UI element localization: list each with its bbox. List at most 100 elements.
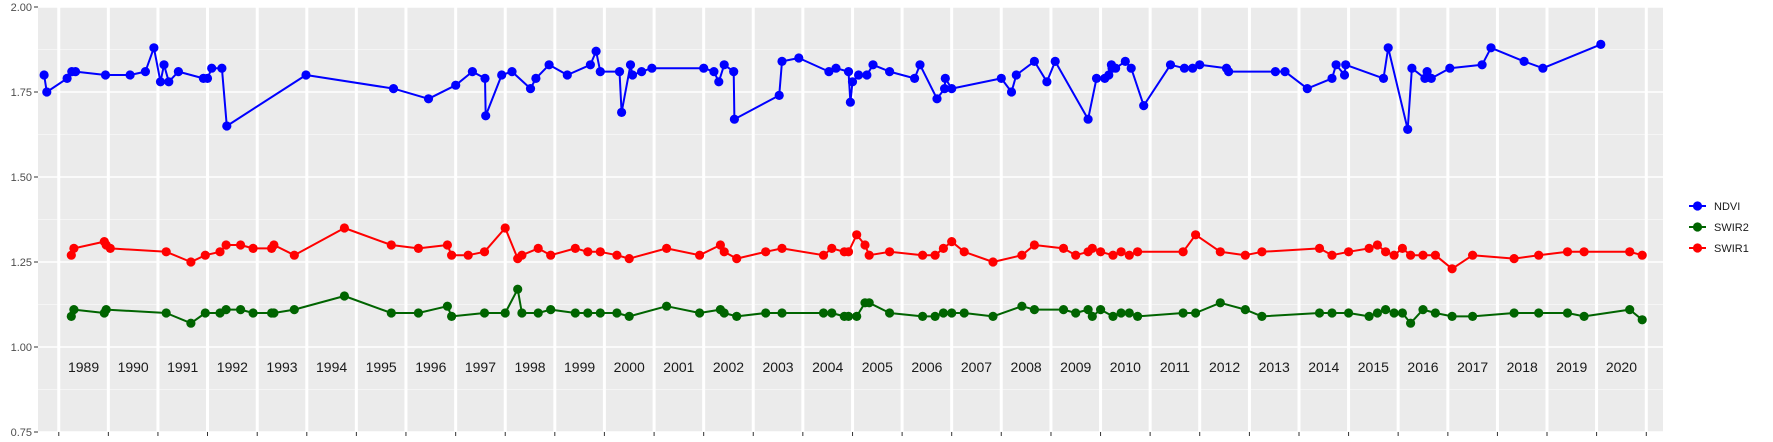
data-point-ndvi	[149, 43, 159, 53]
data-point-swir2	[695, 308, 705, 318]
data-point-ndvi	[531, 73, 541, 83]
year-label: 2010	[1110, 359, 1141, 375]
data-point-swir1	[695, 250, 705, 260]
data-point-swir1	[1087, 243, 1097, 253]
data-point-ndvi	[1302, 84, 1312, 94]
data-point-swir1	[852, 230, 862, 240]
data-point-ndvi	[222, 121, 232, 131]
data-point-swir2	[1314, 308, 1325, 318]
year-label: 2002	[713, 359, 744, 375]
data-point-swir2	[269, 308, 279, 318]
data-point-swir1	[1637, 250, 1647, 260]
data-point-swir2	[1344, 308, 1354, 318]
data-point-swir1	[533, 243, 543, 253]
year-label: 1992	[217, 359, 248, 375]
data-point-swir2	[1133, 311, 1143, 321]
data-point-swir2	[1071, 308, 1081, 318]
data-point-ndvi	[627, 70, 638, 80]
data-point-swir1	[732, 254, 742, 264]
data-point-swir2	[289, 305, 299, 315]
data-point-ndvi	[1050, 56, 1060, 66]
data-point-swir2	[186, 318, 196, 328]
data-point-ndvi	[1327, 73, 1337, 83]
data-point-ndvi	[1011, 70, 1021, 80]
data-point-swir1	[1257, 247, 1267, 257]
data-point-swir2	[1468, 311, 1478, 321]
year-label: 2000	[614, 359, 645, 375]
year-label: 2011	[1160, 359, 1190, 375]
data-point-ndvi	[617, 107, 627, 117]
data-point-ndvi	[595, 67, 605, 77]
data-point-swir2	[719, 308, 729, 318]
data-point-ndvi	[915, 60, 925, 70]
data-point-ndvi	[1029, 56, 1039, 66]
data-point-swir1	[1240, 250, 1250, 260]
data-point-swir1	[761, 247, 771, 257]
data-point-swir2	[442, 301, 452, 311]
data-point-ndvi	[854, 70, 864, 80]
data-point-swir2	[1389, 308, 1399, 318]
data-point-swir1	[777, 243, 787, 253]
data-point-ndvi	[125, 70, 135, 80]
data-point-swir1	[947, 237, 957, 247]
data-point-swir2	[1418, 305, 1428, 315]
data-point-swir2	[1116, 308, 1126, 318]
data-point-swir2	[248, 308, 258, 318]
data-point-swir2	[1087, 311, 1097, 321]
data-point-ndvi	[1422, 67, 1432, 77]
data-point-ndvi	[729, 114, 740, 124]
data-point-ndvi	[70, 67, 81, 77]
data-point-swir2	[1327, 308, 1337, 318]
y-tick-label: 1.00	[11, 342, 32, 354]
data-point-swir1	[1579, 247, 1589, 257]
data-point-swir2	[864, 298, 874, 308]
data-point-ndvi	[1280, 67, 1290, 77]
legend-item-ndvi: NDVI	[1689, 201, 1740, 213]
data-point-ndvi	[562, 70, 572, 80]
data-point-swir2	[1017, 301, 1027, 311]
data-point-ndvi	[777, 56, 787, 66]
data-point-swir1	[988, 257, 998, 267]
data-point-swir2	[101, 305, 111, 315]
y-axis: 0.75 1.00 1.25 1.50 1.75 2.00	[11, 2, 1647, 439]
data-point-swir1	[1215, 247, 1225, 257]
data-point-swir2	[1191, 308, 1201, 318]
year-label: 2009	[1060, 359, 1091, 375]
data-point-ndvi	[1378, 73, 1389, 83]
data-point-swir1	[215, 247, 225, 257]
year-label: 2016	[1407, 359, 1438, 375]
year-label: 1999	[564, 359, 595, 375]
data-point-swir1	[386, 240, 396, 250]
year-label: 1997	[465, 359, 496, 375]
data-point-ndvi	[301, 70, 311, 80]
data-point-ndvi	[1445, 63, 1455, 73]
data-point-swir2	[236, 305, 246, 315]
data-point-ndvi	[699, 63, 709, 73]
legend-label-swir2: SWIR2	[1714, 222, 1749, 234]
year-label: 2007	[961, 359, 992, 375]
data-point-swir2	[1058, 305, 1069, 315]
data-point-ndvi	[1091, 73, 1102, 83]
data-point-ndvi	[1477, 60, 1487, 70]
data-point-swir2	[1108, 311, 1118, 321]
year-label: 2006	[911, 359, 942, 375]
data-point-swir1	[1133, 247, 1143, 257]
data-point-ndvi	[947, 84, 957, 94]
year-label: 1989	[68, 359, 99, 375]
data-point-ndvi	[843, 67, 854, 77]
data-point-ndvi	[1224, 67, 1234, 77]
data-point-swir2	[1430, 308, 1440, 318]
data-point-swir2	[918, 311, 928, 321]
data-point-ndvi	[423, 94, 434, 104]
data-point-ndvi	[1179, 63, 1189, 73]
data-point-swir1	[1430, 250, 1440, 260]
data-point-swir2	[988, 311, 998, 321]
data-point-swir2	[1579, 311, 1589, 321]
data-point-swir1	[339, 223, 349, 233]
data-point-swir1	[289, 250, 299, 260]
data-point-swir2	[517, 308, 527, 318]
data-point-ndvi	[774, 90, 784, 100]
data-point-swir1	[413, 243, 423, 253]
y-tick-label: 2.00	[11, 2, 32, 14]
data-point-ndvi	[714, 77, 724, 87]
